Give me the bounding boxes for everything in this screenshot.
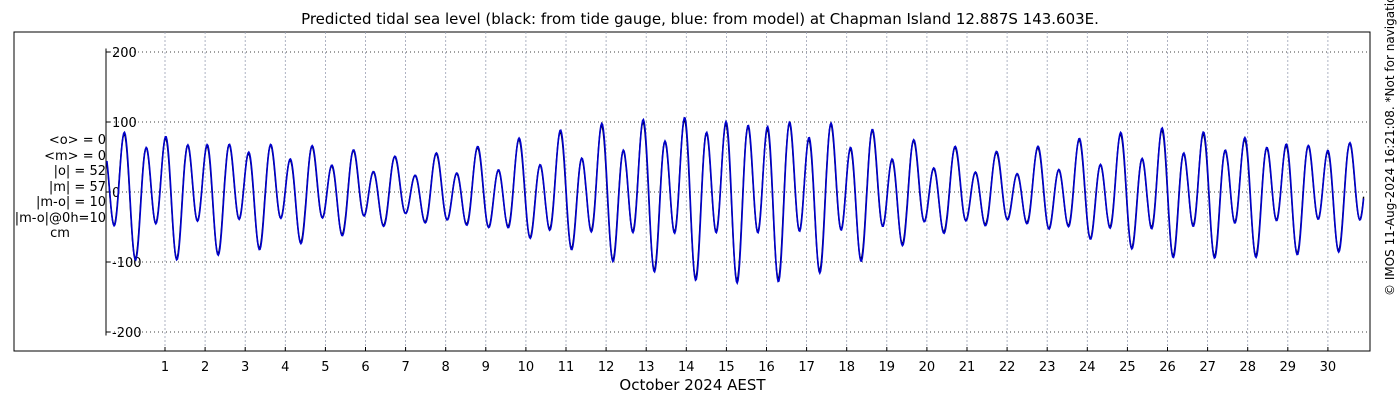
x-tick-label: 18: [838, 360, 855, 375]
series-group: [106, 116, 1365, 286]
stat-abs-obs: |o| = 52: [53, 164, 106, 179]
plot-frame: [13, 31, 1371, 352]
x-tick-label: 6: [361, 360, 369, 375]
y-tick-label: 200: [112, 46, 137, 61]
x-tick-label: 1: [161, 360, 169, 375]
x-tick-label: 7: [401, 360, 409, 375]
x-tick-label: 14: [678, 360, 695, 375]
y-tick-label: -100: [112, 256, 142, 271]
x-tick-label: 13: [638, 360, 655, 375]
x-tick-label: 16: [758, 360, 775, 375]
x-tick-label: 27: [1199, 360, 1216, 375]
x-tick-label: 29: [1280, 360, 1297, 375]
credit-text: © IMOS 11-Aug-2024 16:21:08. *Not for na…: [1383, 0, 1397, 296]
stat-abs-diff: |m-o| = 10: [35, 195, 106, 210]
x-axis: 1 2 3 4 5 6 7 8 9 10 11 12 13 14 15 16 17 18 19 20 21 22 23 24 2…: [161, 347, 1336, 375]
x-tick-label: 15: [718, 360, 735, 375]
x-tick-label: 11: [558, 360, 575, 375]
x-tick-label: 2: [201, 360, 209, 375]
y-axis: 200 100 0 -100 -200: [105, 46, 142, 341]
chart-title: Predicted tidal sea level (black: from t…: [301, 10, 1099, 28]
y-tick-label: -200: [112, 326, 142, 341]
x-tick-label: 21: [959, 360, 976, 375]
x-tick-label: 30: [1320, 360, 1337, 375]
grid-lines: [106, 32, 1370, 351]
x-tick-label: 22: [999, 360, 1016, 375]
stat-abs-model: |m| = 57: [48, 179, 106, 195]
x-axis-label: October 2024 AEST: [619, 376, 766, 394]
stat-abs-diff-0h: |m-o|@0h=10: [14, 210, 106, 226]
x-tick-label: 19: [879, 360, 896, 375]
x-tick-label: 5: [321, 360, 329, 375]
x-tick-label: 25: [1119, 360, 1136, 375]
x-tick-label: 10: [518, 360, 535, 375]
x-tick-label: 28: [1239, 360, 1256, 375]
stat-unit: cm: [50, 226, 70, 241]
y-tick-label: 0: [112, 186, 120, 201]
x-tick-label: 8: [442, 360, 450, 375]
y-tick-label: 100: [112, 116, 137, 131]
x-tick-label: 26: [1159, 360, 1176, 375]
x-tick-label: 12: [598, 360, 615, 375]
stats-panel: <o> = 0 <m> = 0 |o| = 52 |m| = 57 |m-o| …: [14, 133, 106, 242]
x-tick-label: 24: [1079, 360, 1096, 375]
x-tick-label: 20: [919, 360, 936, 375]
x-tick-label: 3: [241, 360, 249, 375]
series-model-line: [106, 116, 1365, 286]
x-tick-label: 23: [1039, 360, 1056, 375]
stat-mean-obs: <o> = 0: [48, 133, 106, 148]
x-tick-label: 9: [482, 360, 490, 375]
stat-mean-model: <m> = 0: [44, 148, 106, 164]
x-tick-label: 17: [798, 360, 815, 375]
x-tick-label: 4: [281, 360, 289, 375]
